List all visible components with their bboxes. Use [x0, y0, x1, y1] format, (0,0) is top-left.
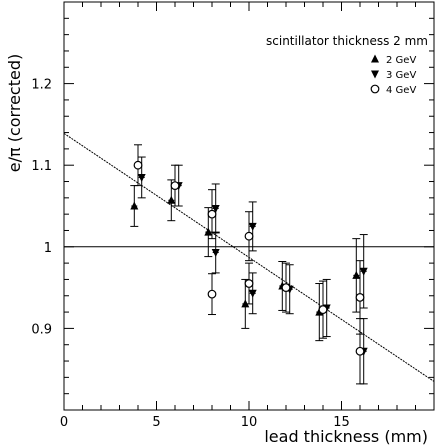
- data-point-open-circle: [207, 209, 217, 219]
- legend-items: 2 GeV 3 GeV 4 GeV: [370, 54, 416, 96]
- data-point-triangle-down: [248, 222, 257, 231]
- data-point-triangle-down: [211, 249, 220, 258]
- legend: scintillator thickness 2 mm 2 GeV 3 GeV 4 …: [266, 34, 428, 96]
- data-point-triangle-down: [211, 204, 220, 213]
- data-point-open-circle: [318, 305, 328, 315]
- data-point-open-circle: [355, 292, 365, 302]
- data-point-open-circle: [207, 289, 217, 299]
- data-point-open-circle: [170, 181, 180, 191]
- data-point-open-circle: [355, 346, 365, 356]
- plot-frame: [63, 1, 435, 411]
- data-point-triangle-up: [204, 227, 213, 236]
- x-tick-label: 10: [241, 415, 258, 430]
- data-point-triangle-up: [167, 195, 176, 204]
- data-point-open-circle: [244, 279, 254, 288]
- series-open-circle: [133, 144, 365, 339]
- y-axis-label: e/π (corrected): [5, 54, 24, 172]
- series-triangle-up: [130, 179, 361, 342]
- x-axis-label: lead thickness (mm): [264, 427, 428, 446]
- y-tick-label: 1: [44, 241, 52, 256]
- legend-title: scintillator thickness 2 mm: [266, 34, 428, 48]
- series-open-circle: [207, 262, 365, 385]
- data-point-open-circle: [244, 231, 254, 241]
- data-point-triangle-down: [248, 289, 257, 298]
- x-tick-label: 5: [152, 415, 160, 430]
- data-point-triangle-up: [130, 201, 139, 210]
- legend-label: 4 GeV: [386, 85, 416, 96]
- x-tick-label: 15: [333, 415, 350, 430]
- data-point-triangle-up: [352, 270, 361, 279]
- y-tick-label: 0.9: [31, 322, 52, 337]
- axes: 0 5 10 15 0.9 1 1.1 1.2: [31, 2, 434, 430]
- legend-marker-triangle-up: [371, 54, 379, 63]
- data-point-triangle-down: [359, 267, 368, 276]
- y-tick-label: 1.1: [31, 159, 52, 174]
- legend-marker-triangle-down: [371, 70, 379, 79]
- legend-label: 3 GeV: [386, 70, 416, 81]
- x-tick-label: 0: [60, 415, 68, 430]
- data-point-triangle-down: [137, 173, 146, 182]
- y-tick-label: 1.2: [31, 78, 52, 93]
- legend-marker-open-circle: [370, 84, 380, 94]
- data-point-open-circle: [281, 283, 291, 293]
- data-point-open-circle: [133, 160, 143, 170]
- data-points: [130, 144, 368, 385]
- legend-label: 2 GeV: [386, 55, 416, 66]
